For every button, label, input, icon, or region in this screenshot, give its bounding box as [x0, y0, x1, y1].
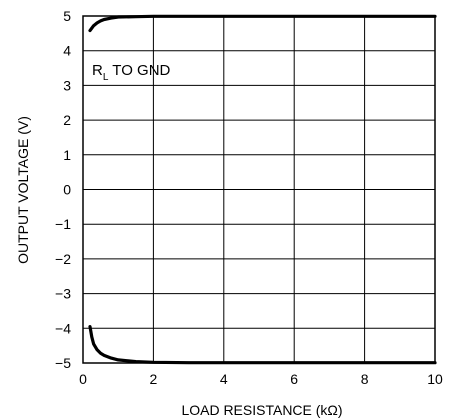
annotation-to-gnd: TO GND	[108, 62, 170, 79]
annotation-rl-to-gnd: RL TO GND	[92, 62, 171, 83]
x-tick-label: 10	[427, 371, 443, 387]
x-axis-title: LOAD RESISTANCE (kΩ)	[181, 402, 342, 418]
x-tick-label: 2	[150, 371, 158, 387]
x-tick-label: 4	[220, 371, 228, 387]
y-tick-label: −4	[55, 320, 71, 336]
x-tick-label: 8	[361, 371, 369, 387]
y-tick-label: 5	[63, 8, 71, 24]
y-axis-title: OUTPUT VOLTAGE (V)	[15, 116, 31, 264]
y-tick-label: 4	[63, 43, 71, 59]
y-tick-label: 2	[63, 112, 71, 128]
plot-border	[82, 15, 436, 364]
x-tick-labels: 0 2 4 6 8 10	[79, 371, 443, 387]
y-tick-label: 3	[63, 77, 71, 93]
series-line-negative	[88, 325, 437, 365]
annotation-r: R	[92, 62, 103, 79]
y-tick-label: −3	[55, 286, 71, 302]
x-tick-label: 6	[290, 371, 298, 387]
y-tick-label: −2	[55, 251, 71, 267]
x-tick-label: 0	[79, 371, 87, 387]
annotation-subscript-l: L	[103, 72, 109, 83]
y-tick-label: −5	[55, 355, 71, 371]
plot-frame	[82, 15, 436, 364]
series-line-positive	[88, 14, 437, 33]
y-tick-label: −1	[55, 216, 71, 232]
y-tick-labels: 5 4 3 2 1 0 −1 −2 −3 −4 −5	[55, 8, 71, 371]
y-tick-label: 1	[63, 147, 71, 163]
y-tick-label: 0	[63, 182, 71, 198]
